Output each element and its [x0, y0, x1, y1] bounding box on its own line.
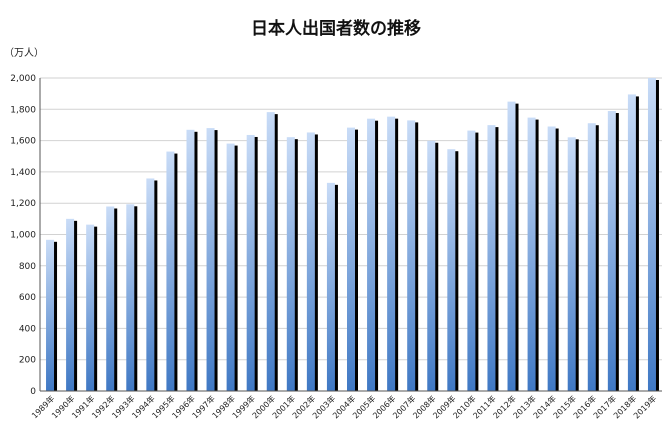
- bar: [527, 117, 536, 392]
- bar: [66, 218, 75, 391]
- y-tick-label: 1,600: [10, 137, 36, 147]
- bar: [567, 137, 576, 391]
- bar: [407, 120, 416, 391]
- bar: [447, 149, 456, 391]
- bar: [46, 239, 55, 391]
- bar: [186, 129, 195, 391]
- y-tick-label: 600: [19, 293, 36, 303]
- y-tick-label: 1,400: [10, 168, 36, 178]
- y-tick-label: 1,800: [10, 105, 36, 115]
- y-tick-label: 800: [19, 262, 36, 272]
- bar: [427, 140, 436, 391]
- bar: [166, 151, 175, 391]
- bar: [507, 101, 516, 391]
- bar: [587, 123, 596, 391]
- bar: [547, 126, 556, 391]
- y-tick-label: 1,200: [10, 199, 36, 209]
- y-tick-label: 0: [30, 387, 36, 397]
- bar: [106, 206, 115, 391]
- bar: [627, 94, 636, 392]
- bar: [467, 130, 476, 392]
- bar: [487, 125, 496, 391]
- bar: [647, 78, 656, 391]
- x-tick-label: 2019年: [631, 393, 658, 420]
- y-tick-label: 2,000: [10, 74, 36, 84]
- bar: [266, 112, 275, 391]
- y-tick-label: 400: [19, 324, 36, 334]
- bar: [206, 128, 215, 391]
- y-tick-label: 1,000: [10, 231, 36, 241]
- chart-title: 日本人出国者数の推移: [251, 18, 421, 39]
- bar: [226, 143, 235, 391]
- bar: [326, 182, 335, 391]
- bar: [387, 116, 396, 391]
- bar: [286, 137, 295, 391]
- bar: [306, 132, 315, 391]
- bar: [367, 118, 376, 391]
- x-axis-ticks: 1989年1990年1991年1992年1993年1994年1995年1996年…: [29, 393, 658, 420]
- bar: [146, 178, 155, 391]
- y-unit-label: （万人）: [4, 47, 44, 59]
- bar: [347, 127, 355, 391]
- y-tick-label: 200: [19, 356, 36, 366]
- bar: [126, 204, 135, 391]
- bar: [246, 134, 255, 391]
- bar: [607, 111, 616, 392]
- bar: [86, 224, 95, 391]
- bars: [46, 78, 659, 392]
- y-axis-ticks: 0 200 400 600 800 1,000 1,200 1,400 1,600 1,800 2,…: [10, 74, 36, 397]
